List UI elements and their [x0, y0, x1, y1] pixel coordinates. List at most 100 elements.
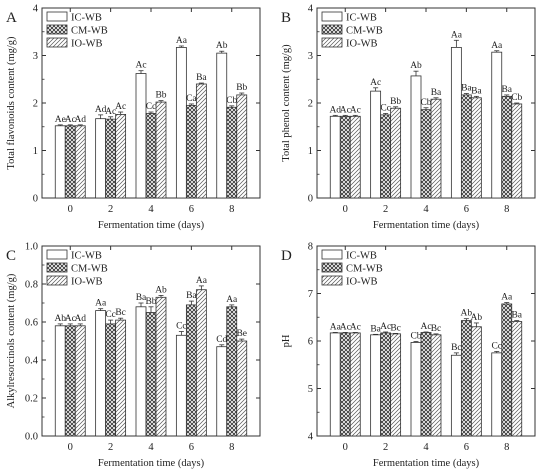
- bar: [420, 332, 432, 437]
- x-tick-label: 6: [189, 204, 194, 215]
- data-label: Cc: [491, 341, 502, 351]
- bar: [349, 332, 361, 437]
- bar: [460, 94, 472, 199]
- legend-label: IC-WB: [346, 251, 377, 262]
- data-label: Ac: [115, 102, 126, 112]
- data-label: Ba: [370, 324, 381, 334]
- chart-panel-A: A 0 1 2 3 4 Total flavonoids content (mg/g) Fer…: [6, 4, 261, 231]
- x-tick-label: 8: [504, 442, 509, 453]
- y-tick-label: 6: [308, 337, 313, 348]
- bar: [370, 334, 382, 437]
- data-label: Ac: [105, 107, 116, 117]
- data-label: Ba: [501, 85, 512, 95]
- bar: [195, 83, 207, 199]
- data-label: Cd: [216, 335, 227, 345]
- bar: [390, 107, 402, 199]
- bar: [349, 115, 361, 199]
- bar: [74, 125, 86, 199]
- bar: [155, 296, 167, 437]
- data-label: Aa: [95, 299, 107, 309]
- bar: [329, 332, 341, 437]
- data-label: Aa: [491, 41, 503, 51]
- bar: [195, 289, 207, 437]
- y-tick-label: 4: [33, 4, 39, 15]
- bar: [155, 101, 167, 199]
- x-tick-label: 6: [189, 442, 194, 453]
- legend-swatch: [321, 275, 343, 286]
- legend-swatch: [321, 37, 343, 48]
- data-label: Ca: [186, 94, 197, 104]
- data-label: Bb: [236, 83, 247, 93]
- data-label: Cb: [511, 93, 522, 103]
- x-axis-label: Fermentation time (days): [373, 220, 480, 231]
- data-label: Cc: [176, 322, 187, 332]
- x-tick-label: 4: [148, 204, 154, 215]
- x-axis-label: Fermentation time (days): [373, 458, 480, 469]
- data-label: Ac: [350, 105, 361, 115]
- data-label: Cb: [410, 331, 421, 341]
- data-label: Ab: [461, 309, 473, 319]
- bar: [135, 73, 147, 199]
- x-tick-label: 0: [343, 442, 348, 453]
- legend-label: IO-WB: [71, 277, 103, 288]
- data-label: Aa: [451, 30, 463, 40]
- bar: [450, 354, 462, 437]
- x-tick-label: 2: [383, 204, 388, 215]
- legend-swatch: [321, 24, 343, 35]
- bar: [380, 114, 392, 199]
- y-tick-label: 1: [308, 146, 313, 157]
- data-label: Ba: [461, 84, 472, 94]
- y-tick-label: 0.8: [25, 280, 38, 291]
- bar: [491, 51, 503, 199]
- data-label: Ac: [350, 322, 361, 332]
- panel-label: C: [6, 248, 16, 264]
- bar: [185, 304, 197, 437]
- y-axis-label: Alkylresorcinols content (mg/g): [6, 273, 17, 408]
- bar: [501, 303, 513, 437]
- data-label: Ba: [136, 293, 147, 303]
- bar: [54, 325, 66, 437]
- x-tick-label: 8: [229, 204, 234, 215]
- x-tick-label: 6: [464, 204, 469, 215]
- legend-label: IO-WB: [346, 277, 378, 288]
- bar: [450, 47, 462, 199]
- data-label: Bb: [390, 97, 401, 107]
- y-tick-label: 7: [308, 289, 313, 300]
- legend-label: CM-WB: [71, 264, 108, 275]
- bar: [370, 90, 382, 199]
- bar: [380, 332, 392, 437]
- legend-swatch: [46, 249, 68, 260]
- data-label: Ac: [420, 322, 431, 332]
- y-tick-label: 3: [308, 51, 313, 62]
- legend-swatch: [46, 37, 68, 48]
- data-label: Aa: [226, 295, 238, 305]
- data-label: Ad: [74, 314, 86, 324]
- y-axis-label: Total phenol content (mg/g): [281, 44, 292, 162]
- legend-label: CM-WB: [346, 264, 383, 275]
- legend-label: CM-WB: [71, 26, 108, 37]
- bar: [236, 340, 248, 437]
- data-label: Ab: [471, 313, 483, 323]
- data-label: Ac: [135, 61, 146, 71]
- data-label: Aa: [196, 276, 208, 286]
- bar: [339, 332, 351, 437]
- data-label: Ac: [65, 314, 76, 324]
- y-tick-label: 3: [33, 51, 38, 62]
- bar: [410, 75, 422, 199]
- bar: [135, 306, 147, 437]
- bar: [115, 319, 127, 437]
- bar: [470, 97, 482, 199]
- bar: [105, 118, 117, 199]
- data-label: Ac: [65, 115, 76, 125]
- data-label: Ad: [329, 105, 341, 115]
- bar: [420, 109, 432, 199]
- data-label: Ba: [431, 88, 442, 98]
- data-label: Ac: [340, 105, 351, 115]
- panel-label: D: [281, 248, 292, 264]
- data-label: Be: [236, 329, 247, 339]
- x-tick-label: 2: [108, 442, 113, 453]
- bar: [74, 325, 86, 437]
- chart-panel-B: B 0 1 2 3 4 Total phenol content (mg/g) Ferment…: [281, 4, 536, 231]
- data-label: Ba: [186, 291, 197, 301]
